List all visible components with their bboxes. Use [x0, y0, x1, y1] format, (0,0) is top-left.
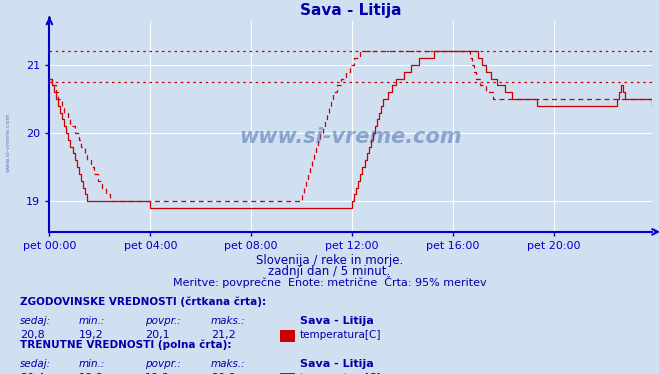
- Text: 20,1: 20,1: [145, 331, 169, 340]
- Text: www.si-vreme.com: www.si-vreme.com: [6, 112, 11, 172]
- Text: maks.:: maks.:: [211, 316, 246, 325]
- Text: min.:: min.:: [79, 359, 105, 368]
- Text: sedaj:: sedaj:: [20, 359, 51, 368]
- Text: www.si-vreme.com: www.si-vreme.com: [240, 127, 462, 147]
- Text: Meritve: povprečne  Enote: metrične  Črta: 95% meritev: Meritve: povprečne Enote: metrične Črta:…: [173, 276, 486, 288]
- Text: min.:: min.:: [79, 316, 105, 325]
- Text: temperatura[C]: temperatura[C]: [300, 331, 382, 340]
- Text: 20,8: 20,8: [20, 331, 45, 340]
- Title: Sava - Litija: Sava - Litija: [300, 3, 402, 18]
- Text: ZGODOVINSKE VREDNOSTI (črtkana črta):: ZGODOVINSKE VREDNOSTI (črtkana črta):: [20, 296, 266, 307]
- Text: sedaj:: sedaj:: [20, 316, 51, 325]
- Text: maks.:: maks.:: [211, 359, 246, 368]
- Text: 19,2: 19,2: [79, 331, 104, 340]
- Text: povpr.:: povpr.:: [145, 316, 181, 325]
- Text: povpr.:: povpr.:: [145, 359, 181, 368]
- Text: zadnji dan / 5 minut.: zadnji dan / 5 minut.: [268, 265, 391, 278]
- Text: TRENUTNE VREDNOSTI (polna črta):: TRENUTNE VREDNOSTI (polna črta):: [20, 339, 231, 350]
- Text: Sava - Litija: Sava - Litija: [300, 316, 374, 325]
- Text: 21,2: 21,2: [211, 331, 236, 340]
- Text: Sava - Litija: Sava - Litija: [300, 359, 374, 368]
- Text: Slovenija / reke in morje.: Slovenija / reke in morje.: [256, 254, 403, 267]
